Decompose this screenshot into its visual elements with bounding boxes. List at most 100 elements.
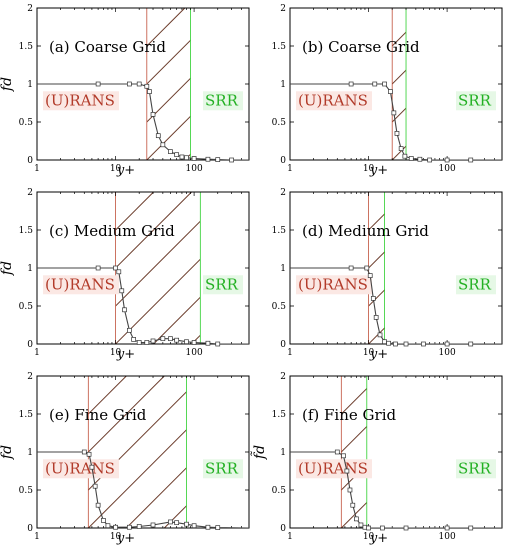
hatch-region [392,8,507,160]
data-point [444,157,450,163]
hatch-line [115,258,201,344]
srr-label: SRR [205,91,239,109]
rans-label-bg [43,275,119,295]
data-point [191,340,197,345]
y-tick-label: 2 [27,372,33,382]
data-point [350,502,356,508]
y-tick-label: 0.5 [19,302,34,312]
data-point [205,340,211,346]
data-point [393,341,398,347]
data-point [168,519,173,525]
data-point [402,153,408,159]
data-point [468,157,474,163]
hatch-region [88,376,187,528]
y-tick-label: 1 [27,264,33,274]
data-point [81,449,87,455]
data-point [131,337,136,342]
data-point [89,464,95,470]
panel-title: (b) Coarse Grid [302,38,420,56]
y-tick-label: 2 [280,372,286,382]
x-tick-label: 10 [110,348,122,358]
x-tick-label: 1 [287,532,293,542]
data-point [150,338,156,344]
data-point [168,336,173,342]
data-point [382,339,387,345]
hatch-line [430,8,507,160]
data-point [388,89,393,94]
srr-label: SRR [458,91,492,109]
x-tick-label: 10 [110,532,122,542]
data-point [380,525,385,531]
x-tick-label: 1 [34,164,40,174]
data-point [179,154,185,160]
x-tick-label: 100 [186,164,203,174]
y-tick-label: 0.5 [19,118,34,128]
data-point [215,157,221,162]
x-tick-label: 1 [287,348,293,358]
data-point [382,81,387,87]
y-tick-label: 0 [280,340,286,350]
srr-label: SRR [458,275,492,293]
hatch-line [125,467,187,528]
hatch-line [115,192,192,269]
data-point [366,525,371,531]
hatch-line [341,387,367,415]
srr-label-bg [456,91,496,111]
y-tick-label: 1 [27,448,33,458]
x-tick-label: 10 [363,532,375,542]
data-point [86,451,92,457]
y-tick-label: 2 [280,188,286,198]
data-point [160,142,166,148]
chart-panel-2: 0 0.5 1 1.5 2 1 10 100 y+ (b) Coarse Grid (U)RANS S… [272,4,507,178]
data-point [191,523,197,529]
chart-panel-5: 0 0.5 1 1.5 2 1 10y+ f̃d (e) Fine Grid (U)RANS SRR [0,372,250,546]
hatch-line [88,376,127,415]
data-point [184,339,189,345]
y-axis-label: f̃d [250,445,268,460]
data-point [127,327,132,333]
y-tick-label: 1.5 [272,42,287,52]
hatch-line [153,296,201,344]
x-tick-label: 10 [110,164,122,174]
data-point [174,337,180,343]
x-tick-label: 10 [363,348,375,358]
data-point [95,265,101,271]
x-tick-label: 1 [287,164,293,174]
data-point [155,133,161,139]
hatch-line [146,115,191,160]
data-point [136,524,142,529]
data-point [444,341,450,347]
data-point [184,155,189,161]
y-tick-label: 0 [27,340,33,350]
hatch-line [392,31,407,47]
x-axis-label: y+ [369,347,388,362]
rans-label: (U)RANS [298,91,368,109]
x-tick-label: 100 [439,348,456,358]
data-point [150,522,156,528]
y-tick-label: 1.5 [19,42,34,52]
x-tick-label: 100 [439,164,456,174]
hatch-region [368,192,507,344]
panel-title: (e) Fine Grid [49,406,147,424]
hatch-line [483,192,507,344]
x-axis-label: y+ [369,531,388,546]
srr-label: SRR [458,459,492,477]
y-tick-label: 1.5 [272,410,287,420]
panel-title: (c) Medium Grid [49,222,175,240]
data-point [191,156,197,161]
data-point [348,81,354,87]
data-point [205,156,211,162]
data-point [367,273,373,278]
data-point [229,157,234,163]
y-tick-label: 0 [27,524,33,534]
data-point [92,483,98,489]
y-tick-label: 0.5 [19,486,34,496]
hatch-line [392,145,407,160]
data-point [364,265,370,271]
data-point [348,265,354,271]
data-point [205,524,211,530]
data-point [95,502,101,508]
data-point [215,525,221,530]
data-point [427,157,433,163]
rans-label-bg [296,275,372,295]
